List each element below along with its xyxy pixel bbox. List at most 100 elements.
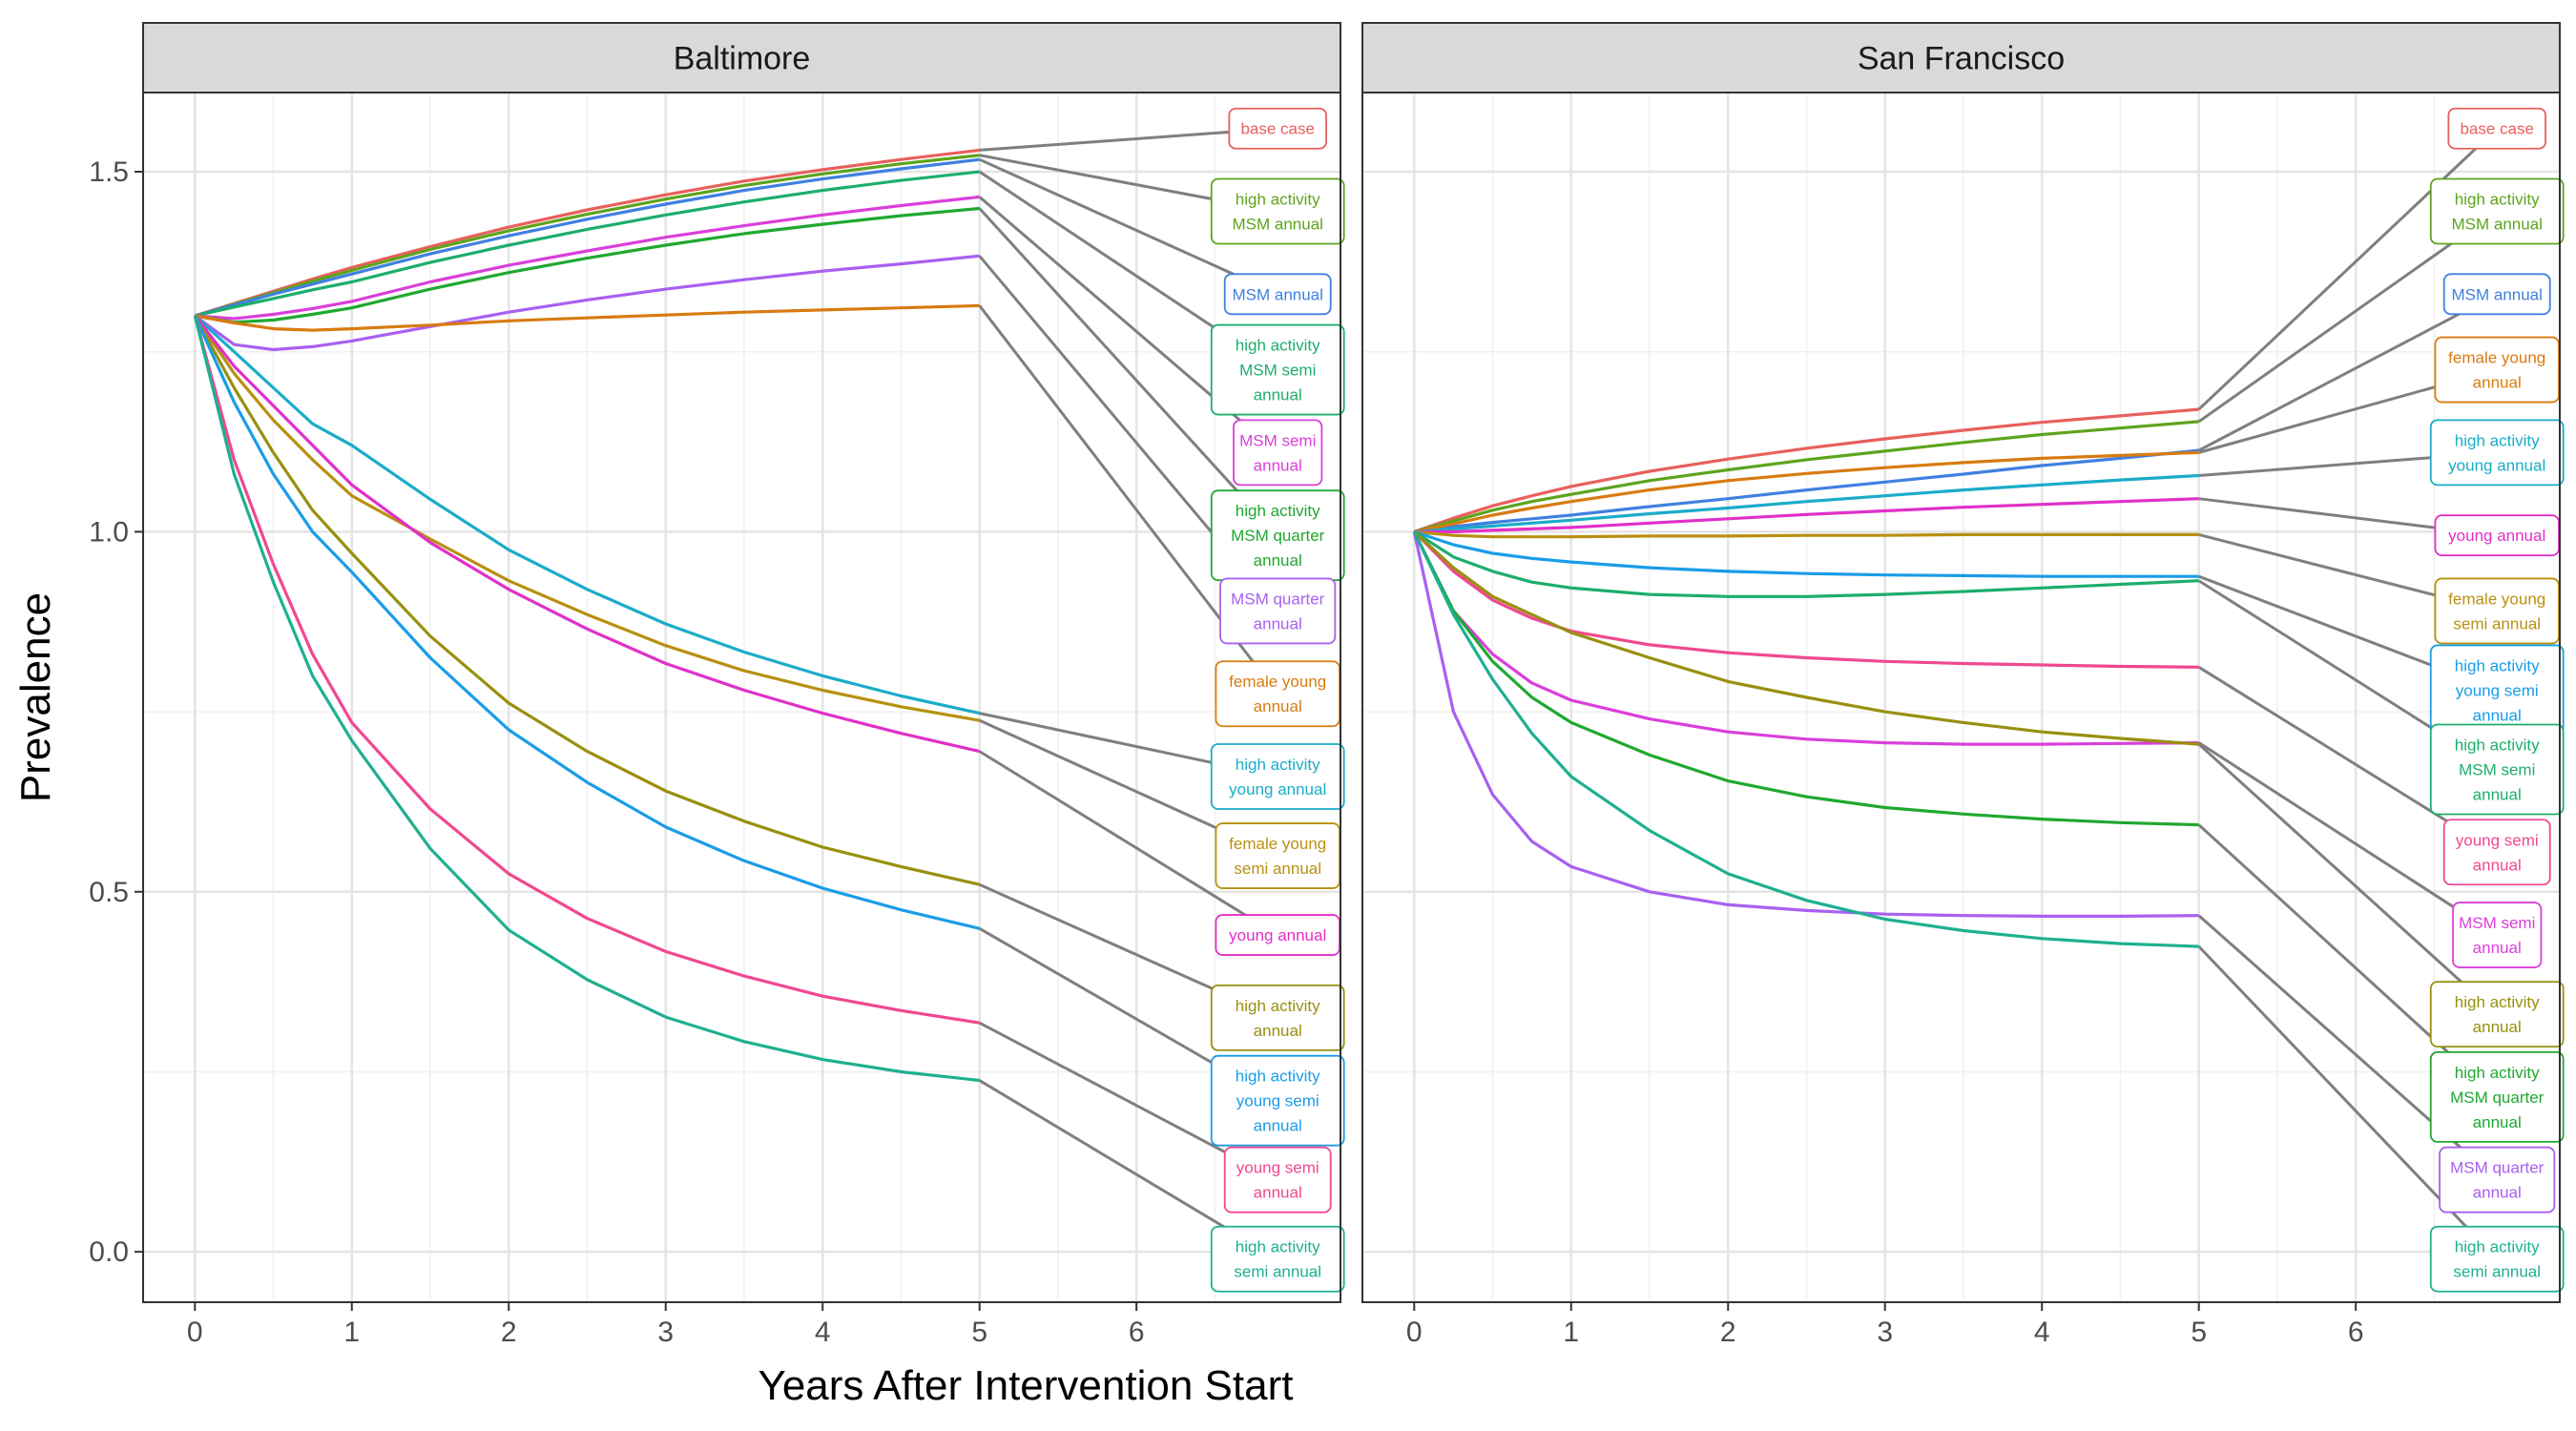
series-label-box [2442,819,2551,886]
series-label-text: female young annual [2448,349,2545,392]
series-label-female-young-semi-annual: female young semi annual [1215,822,1340,889]
series-label-text: base case [1240,120,1315,138]
series-label-box [2447,107,2546,150]
series-label-box [1223,273,1332,316]
y-axis-title: Prevalence [12,592,59,802]
series-label-text: MSM annual [1232,285,1322,303]
series-line-high-activity-annual [193,315,981,886]
series-label-text: female young semi annual [1229,835,1326,878]
series-label-base-case: base case [2447,107,2546,150]
series-label-high-activity-msm-quarter-annual: high activity MSM quarter annual [2429,1050,2565,1143]
series-line-msm-quarter-annual [194,254,980,352]
series-label-female-young-semi-annual: female young semi annual [2434,577,2560,645]
label-connector-young-annual [978,750,1278,937]
series-label-text: young semi annual [2456,831,2539,874]
series-label-high-activity-msm-semi-annual: high activity MSM semi annual [1210,323,1345,416]
series-label-box [2429,419,2565,487]
label-connector-high-activity-msm-annual [2197,210,2499,424]
series-label-text: female young semi annual [2448,590,2545,633]
series-label-text: high activity annual [1236,997,1320,1040]
series-line-msm-semi-annual [195,195,980,321]
series-label-box [1210,743,1345,810]
series-label-high-activity-annual: high activity annual [2429,981,2565,1047]
facet-strip-label: Baltimore [674,41,811,77]
series-label-text: high activity MSM quarter annual [1231,502,1325,570]
series-label-box [1219,577,1337,645]
series-label-text: young annual [2448,527,2545,545]
series-line-high-activity-msm-annual [1413,420,2199,533]
series-label-box [2429,1225,2565,1293]
panel-border [1361,92,2561,1303]
series-label-text: female young annual [1229,673,1326,716]
series-label-text: MSM semi annual [1239,431,1316,474]
x-tick-label: 6 [2348,1317,2364,1348]
label-connector-base-case [979,127,1278,152]
series-label-high-activity-young-semi-annual: high activity young semi annual [2429,644,2565,736]
series-label-young-semi-annual: young semi annual [1223,1146,1332,1213]
series-label-text: high activity MSM quarter annual [2450,1064,2545,1131]
series-label-text: high activity young semi annual [2455,656,2540,724]
series-label-high-activity-young-semi-annual: high activity young semi annual [1210,1054,1345,1147]
x-tick-label: 4 [2034,1317,2050,1348]
x-tick-label: 3 [657,1317,674,1348]
series-line-msm-annual [1414,448,2199,533]
panel-san-francisco: San Francisco base case high activity MSM a… [1361,22,2565,1348]
x-tick-label: 5 [2191,1317,2207,1348]
series-line-high-activity-semi-annual [193,315,980,1083]
series-label-high-activity-msm-annual: high activity MSM annual [1210,177,1345,245]
label-connector-msm-semi-annual [2197,741,2499,937]
series-label-msm-annual: MSM annual [1223,273,1332,316]
series-label-box [1210,323,1345,416]
label-connector-msm-annual [2197,293,2498,452]
series-line-high-activity-young-annual [194,314,981,716]
series-label-text: high activity semi annual [2453,1238,2541,1281]
facet-strip [1361,22,2561,93]
series-label-text: MSM semi annual [2459,914,2535,957]
x-axis-title: Years After Intervention Start [758,1362,1294,1409]
y-tick-label: 1.5 [89,156,129,188]
series-label-box [1210,1225,1345,1293]
series-label-box [2434,577,2560,645]
series-label-high-activity-msm-annual: high activity MSM annual [2429,177,2565,245]
series-label-high-activity-msm-quarter-annual: high activity MSM quarter annual [1210,489,1345,582]
panel-border [142,92,1341,1303]
series-label-box [1215,822,1340,889]
panel-baltimore: Baltimore base case high activity MSM annua… [89,22,1345,1348]
series-label-box [2429,177,2565,245]
series-label-msm-quarter-annual: MSM quarter annual [2439,1146,2556,1213]
series-label-text: high activity semi annual [1234,1238,1321,1281]
series-label-msm-annual: MSM annual [2442,273,2551,316]
series-label-box [2429,723,2565,816]
series-label-young-annual: young annual [2434,514,2560,557]
facet-strip-label: San Francisco [1858,41,2065,77]
x-tick-label: 2 [501,1317,517,1348]
facet-strip [142,22,1341,93]
series-line-female-young-semi-annual [193,315,980,722]
panel-background [1362,93,2560,1302]
series-label-box [2442,273,2551,316]
series-line-high-activity-young-annual [1414,473,2199,533]
series-label-msm-semi-annual: MSM semi annual [2452,902,2543,968]
series-label-young-annual: young annual [1215,914,1340,956]
x-tick-label: 1 [343,1317,360,1348]
series-line-high-activity-annual [1413,530,2199,746]
series-label-box [2429,981,2565,1047]
label-connector-base-case [2197,127,2499,411]
x-tick-label: 4 [815,1317,831,1348]
series-line-high-activity-young-semi-annual [193,315,981,930]
series-line-high-activity-msm-semi-annual [194,170,980,318]
series-label-text: high activity MSM semi annual [2455,736,2540,803]
series-line-msm-semi-annual [1412,530,2199,746]
label-connector-high-activity-annual [2197,742,2499,1016]
x-tick-label: 2 [1720,1317,1736,1348]
series-label-box [2429,1050,2565,1143]
x-tick-label: 5 [971,1317,987,1348]
series-line-young-annual [194,315,981,754]
series-label-box [1210,177,1345,245]
series-label-female-young-annual: female young annual [2434,336,2560,404]
series-label-text: MSM quarter annual [1231,590,1325,633]
series-line-msm-quarter-annual [1412,531,2199,918]
x-tick-label: 0 [187,1317,203,1348]
series-line-high-activity-msm-semi-annual [1413,530,2199,598]
